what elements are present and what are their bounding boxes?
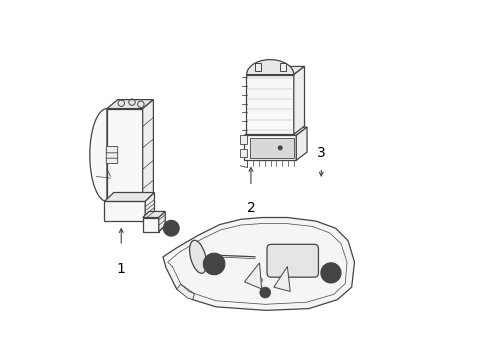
Polygon shape [107,100,153,109]
Polygon shape [244,127,306,135]
Text: 1: 1 [117,262,125,276]
Polygon shape [159,211,165,232]
Polygon shape [249,138,293,158]
FancyBboxPatch shape [106,147,118,153]
Ellipse shape [189,240,206,273]
Polygon shape [104,193,154,202]
Circle shape [167,224,175,232]
Text: 3: 3 [316,146,325,159]
Bar [254,63,261,71]
Circle shape [320,263,340,283]
Polygon shape [293,66,304,134]
Text: 2: 2 [246,202,255,215]
FancyBboxPatch shape [266,244,318,277]
Bar [279,63,285,71]
Circle shape [259,287,270,298]
Polygon shape [142,211,165,217]
Circle shape [203,253,224,275]
Circle shape [278,146,282,150]
Polygon shape [273,266,290,292]
Polygon shape [244,263,261,289]
Polygon shape [246,60,293,75]
Polygon shape [246,75,293,134]
FancyBboxPatch shape [106,157,118,163]
Polygon shape [163,217,354,310]
Polygon shape [296,127,306,160]
Ellipse shape [251,277,262,283]
Polygon shape [90,109,107,202]
Bar [240,135,246,144]
Circle shape [163,220,179,236]
Polygon shape [142,217,159,232]
Bar [240,149,246,157]
Polygon shape [145,193,154,221]
Polygon shape [246,66,304,75]
Polygon shape [104,202,145,221]
Polygon shape [107,109,142,202]
Polygon shape [244,135,296,160]
Circle shape [207,257,220,270]
Polygon shape [176,284,194,300]
FancyBboxPatch shape [106,152,118,158]
Circle shape [325,267,336,279]
Polygon shape [142,100,153,202]
